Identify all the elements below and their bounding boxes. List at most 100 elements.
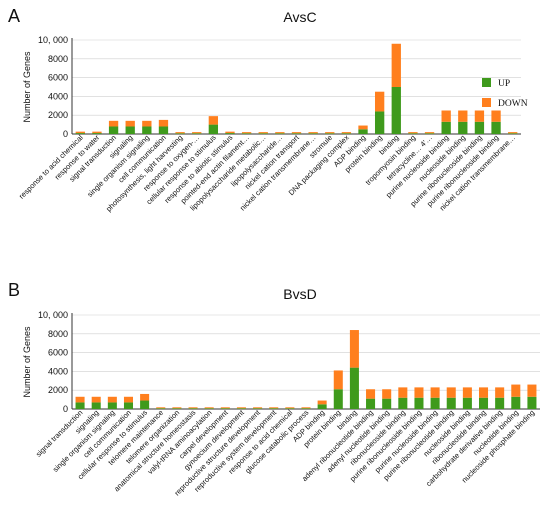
panel-b-title: BvsD (283, 286, 316, 302)
panel-b-bar-down (495, 387, 505, 398)
panel-b-bar-down (382, 389, 392, 399)
panel-b-bar-down (333, 370, 343, 390)
panel-a-legend-swatch (482, 98, 491, 107)
panel-b-bar-down (317, 400, 327, 405)
panel-b-y-tick-label: 10, 000 (38, 310, 68, 320)
panel-b-bar-up (236, 408, 246, 409)
panel-b-bar-down (478, 387, 489, 398)
panel-b-bar-down (527, 384, 537, 397)
panel-b-bar-down (398, 387, 408, 398)
panel-a-bar-up (125, 126, 135, 134)
panel-a-y-tick-label: 2000 (48, 110, 68, 120)
panel-b-bar-down (220, 407, 230, 409)
panel-b-y-tick-label: 6000 (48, 348, 68, 358)
panel-a-bar-down (391, 43, 401, 87)
panel-a-bar-up (391, 87, 401, 134)
panel-a-bar-down (408, 132, 418, 134)
panel-b-y-tick-label: 8000 (48, 329, 68, 339)
panel-b-y-tick-label: 2000 (48, 385, 68, 395)
panel-a-bar-down (308, 132, 318, 134)
panel-a-bar-up (374, 111, 385, 134)
panel-b-bar-down (253, 407, 263, 409)
panel-a-bar-down (441, 110, 451, 122)
panel-a-y-tick-label: 4000 (48, 91, 68, 101)
panel-a-bar-up (192, 133, 202, 134)
panel-a-bar-down (275, 132, 285, 134)
panel-b-bar-up (204, 408, 214, 409)
panel-a-bar-down (225, 131, 235, 134)
panel-a-y-tick-label: 10, 000 (38, 35, 68, 45)
panel-b-bar-down (301, 407, 311, 409)
panel-a-bar-up (108, 126, 119, 134)
panel-a-bar-down (491, 110, 501, 122)
panel-a-letter: A (8, 6, 20, 26)
panel-b-bar-up (478, 397, 489, 409)
panel-b-bar-down (204, 407, 214, 409)
panel-a-bar-up (175, 133, 185, 134)
panel-a-bar-up (441, 121, 451, 134)
panel-b-bar-up (333, 389, 343, 409)
panel-a-bar-up (308, 133, 318, 134)
panel-b-bar-up (285, 408, 295, 409)
panel-b-y-axis-label: Number of Genes (22, 326, 32, 398)
panel-b-bar-up (446, 397, 456, 409)
panel-b-bar-down (462, 387, 472, 398)
panel-a-legend-swatch (482, 78, 491, 87)
panel-b-bar-up (107, 402, 117, 409)
panel-b-bar-down (446, 387, 456, 398)
panel-a-bar-up (142, 126, 152, 134)
panel-a-bar-down (75, 131, 85, 134)
panel-b-bar-up (75, 402, 85, 409)
panel-b-bar-down (107, 396, 117, 403)
panel-a-bar-up (275, 133, 285, 134)
panel-b-bar-up (220, 408, 230, 409)
panel-b-bar-up (462, 397, 472, 409)
panel-a-bar-up (92, 133, 102, 134)
panel-b-bar-up (269, 408, 279, 409)
panel-b-bar-up (414, 397, 424, 409)
panel-b-bar-down (75, 396, 85, 403)
panel-a-bar-down (142, 120, 152, 127)
panel-a-bar-down (192, 132, 202, 134)
panel-b-bar-down (366, 389, 376, 399)
panel-b-bar-down (188, 407, 198, 409)
panel-b-bar-down (285, 407, 295, 409)
panel-b-bar-up (123, 402, 134, 409)
panel-a-bar-up (225, 133, 235, 134)
panel-b-bar-down (123, 396, 134, 403)
panel-a-x-tick-label: response to acid chemical (17, 133, 85, 201)
panel-b-bar-up (495, 397, 505, 409)
panel-a-title: AvsC (283, 9, 316, 25)
panel-a-bar-down (424, 132, 435, 134)
panel-b-bar-up (527, 396, 537, 409)
panel-b-y-tick-label: 0 (63, 404, 68, 414)
panel-a-y-tick-label: 6000 (48, 73, 68, 83)
panel-b-bar-down (172, 407, 182, 409)
panel-a-bar-down (241, 132, 252, 134)
panel-a-bar-down (291, 132, 302, 134)
panel-a-bar-up (408, 133, 418, 134)
panel-a-bar-up (208, 124, 219, 134)
panel-a-bar-down (258, 132, 268, 134)
panel-b-bar-up (156, 408, 166, 409)
panel-a-bar-up (491, 121, 501, 134)
panel-b-bar-up (301, 408, 311, 409)
panel-a-bar-down (208, 116, 219, 125)
panel-b-bar-down (236, 407, 246, 409)
panel-a-legend-label: UP (498, 79, 510, 89)
panel-a-bar-down (108, 120, 119, 127)
panel-a-bar-down (374, 91, 385, 112)
panel-a-legend-label: DOWN (498, 99, 528, 109)
panel-a-bar-down (458, 110, 468, 122)
panel-b-letter: B (8, 280, 20, 300)
panel-a-bar-up (291, 133, 302, 134)
panel-b-bar-down (349, 330, 359, 368)
panel-b-y-tick-label: 4000 (48, 366, 68, 376)
panel-b-bar-down (156, 407, 166, 409)
panel-a-bar-down (474, 110, 485, 122)
panel-b-bar-up (188, 408, 198, 409)
panel-b-bar-up (91, 402, 101, 409)
panel-b-bar-down (414, 387, 424, 398)
panel-b-bar-up (398, 397, 408, 409)
